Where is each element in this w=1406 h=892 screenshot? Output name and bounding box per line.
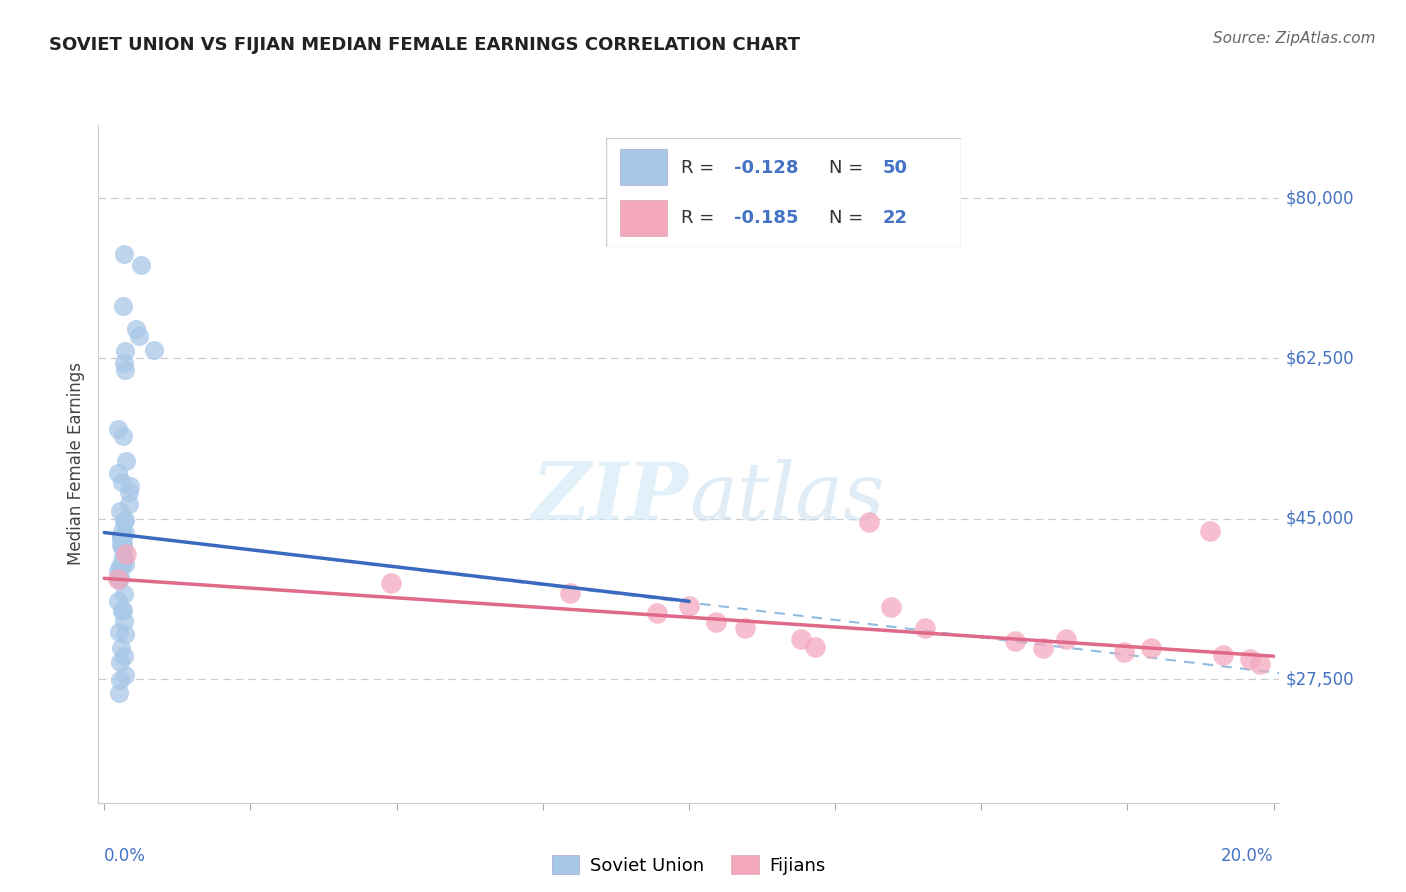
Point bbox=[107, 422, 129, 436]
Point bbox=[111, 603, 134, 617]
Point bbox=[1032, 640, 1054, 655]
Text: 50: 50 bbox=[883, 159, 908, 177]
Point bbox=[108, 655, 131, 669]
Point bbox=[112, 428, 135, 442]
Point bbox=[1239, 652, 1261, 666]
Point bbox=[112, 529, 135, 543]
Point bbox=[114, 526, 136, 541]
Bar bbox=[620, 149, 666, 185]
Text: $45,000: $45,000 bbox=[1285, 510, 1354, 528]
Point bbox=[1198, 524, 1220, 538]
FancyBboxPatch shape bbox=[606, 138, 960, 247]
Point bbox=[114, 363, 136, 377]
Point bbox=[110, 641, 132, 656]
Point bbox=[112, 247, 135, 261]
Point bbox=[114, 454, 136, 468]
Point bbox=[560, 586, 582, 600]
Text: 0.0%: 0.0% bbox=[104, 847, 146, 865]
Point bbox=[111, 524, 134, 539]
Point bbox=[114, 668, 136, 682]
Point bbox=[110, 673, 132, 688]
Point bbox=[112, 649, 135, 664]
Point bbox=[143, 343, 166, 358]
Point bbox=[880, 599, 903, 614]
Text: R =: R = bbox=[681, 159, 720, 177]
Point bbox=[858, 515, 880, 529]
Point bbox=[110, 559, 132, 574]
Text: SOVIET UNION VS FIJIAN MEDIAN FEMALE EARNINGS CORRELATION CHART: SOVIET UNION VS FIJIAN MEDIAN FEMALE EAR… bbox=[49, 36, 800, 54]
Text: R =: R = bbox=[681, 209, 720, 227]
Point bbox=[128, 329, 150, 343]
Point bbox=[108, 686, 131, 700]
Point bbox=[118, 497, 141, 511]
Point bbox=[108, 624, 131, 639]
Point bbox=[803, 640, 825, 654]
Y-axis label: Median Female Earnings: Median Female Earnings bbox=[67, 362, 86, 566]
Point bbox=[115, 547, 138, 561]
Point bbox=[704, 615, 727, 630]
Point bbox=[380, 575, 402, 590]
Point bbox=[107, 594, 129, 608]
Text: $27,500: $27,500 bbox=[1285, 670, 1354, 688]
Point bbox=[112, 356, 135, 370]
Point bbox=[111, 549, 134, 563]
Point bbox=[112, 614, 135, 628]
Bar bbox=[620, 201, 666, 236]
Text: -0.128: -0.128 bbox=[734, 159, 799, 177]
Point bbox=[107, 572, 129, 586]
Point bbox=[111, 604, 134, 618]
Point bbox=[114, 557, 136, 571]
Text: Source: ZipAtlas.com: Source: ZipAtlas.com bbox=[1212, 31, 1375, 46]
Point bbox=[734, 622, 756, 636]
Point bbox=[112, 515, 135, 529]
Point bbox=[1212, 648, 1234, 662]
Point bbox=[1112, 645, 1135, 659]
Point bbox=[110, 531, 132, 545]
Point bbox=[114, 627, 136, 641]
Point bbox=[107, 466, 129, 480]
Point bbox=[110, 532, 132, 546]
Point bbox=[678, 599, 700, 613]
Text: $62,500: $62,500 bbox=[1285, 350, 1354, 368]
Legend: Soviet Union, Fijians: Soviet Union, Fijians bbox=[546, 848, 832, 882]
Point bbox=[107, 573, 129, 587]
Point bbox=[111, 536, 134, 550]
Point bbox=[112, 541, 135, 555]
Point bbox=[114, 343, 136, 358]
Point bbox=[111, 475, 134, 489]
Point bbox=[111, 537, 134, 551]
Point bbox=[1004, 634, 1026, 648]
Point bbox=[124, 322, 146, 336]
Text: ZIP: ZIP bbox=[531, 459, 689, 536]
Text: -0.185: -0.185 bbox=[734, 209, 799, 227]
Point bbox=[1140, 640, 1163, 655]
Text: 22: 22 bbox=[883, 209, 908, 227]
Point bbox=[110, 538, 132, 552]
Point bbox=[108, 570, 131, 584]
Text: 20.0%: 20.0% bbox=[1222, 847, 1274, 865]
Point bbox=[645, 607, 668, 621]
Point bbox=[790, 632, 813, 647]
Point bbox=[112, 552, 135, 566]
Text: N =: N = bbox=[830, 209, 869, 227]
Point bbox=[108, 504, 131, 518]
Point bbox=[1054, 632, 1077, 646]
Point bbox=[117, 485, 139, 500]
Text: $80,000: $80,000 bbox=[1285, 189, 1354, 207]
Point bbox=[120, 478, 142, 492]
Point bbox=[111, 558, 134, 572]
Point bbox=[111, 299, 134, 313]
Point bbox=[914, 621, 936, 635]
Text: N =: N = bbox=[830, 159, 869, 177]
Point bbox=[114, 587, 136, 601]
Point bbox=[114, 513, 136, 527]
Text: atlas: atlas bbox=[689, 459, 884, 536]
Point bbox=[107, 564, 129, 578]
Point bbox=[1249, 657, 1271, 671]
Point bbox=[129, 258, 152, 272]
